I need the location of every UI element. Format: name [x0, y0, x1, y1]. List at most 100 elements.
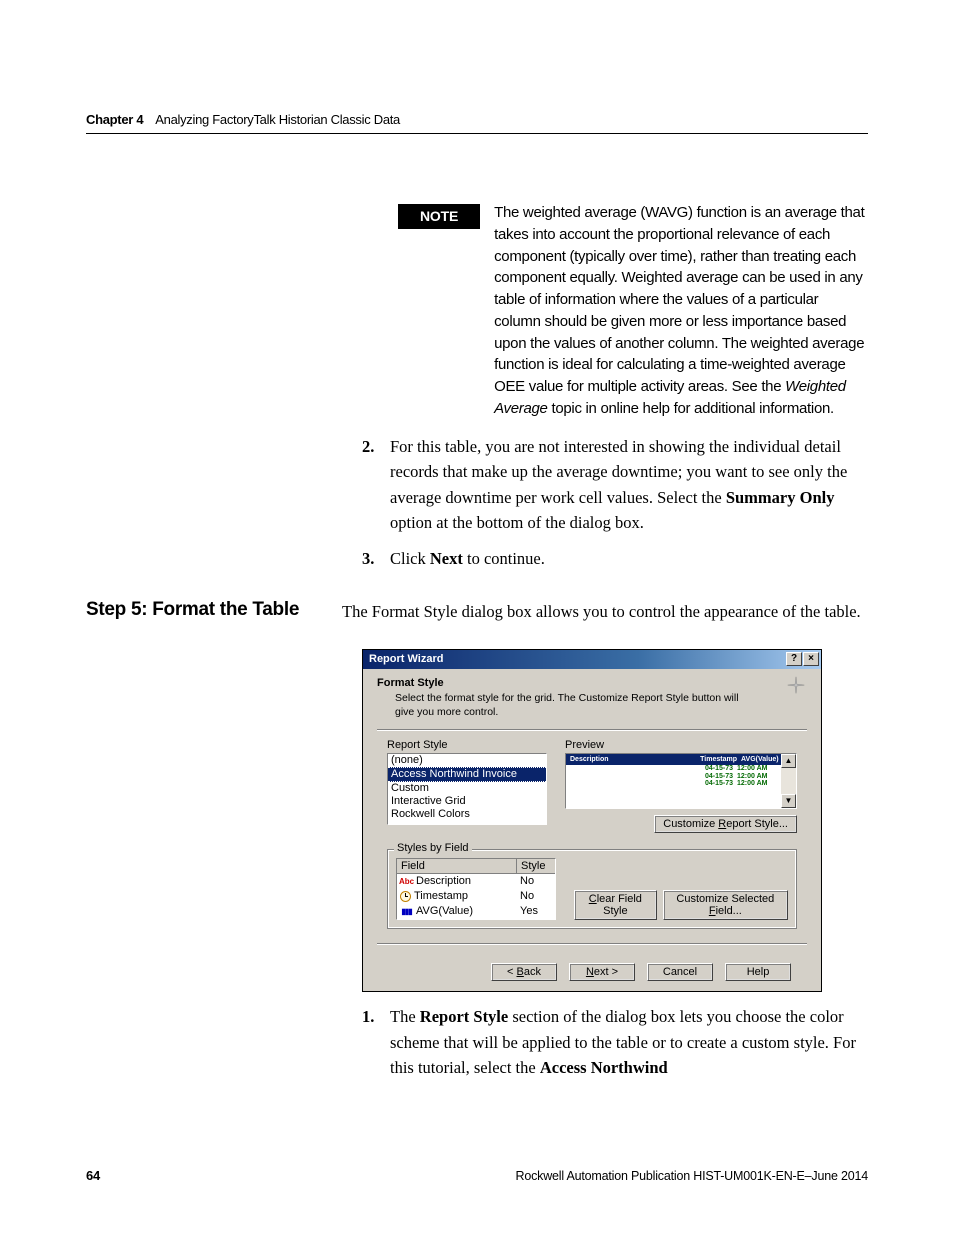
field-label: AVG(Value) — [416, 904, 473, 919]
note-badge: NOTE — [398, 204, 480, 229]
preview-row: 04-15-7312:00 AM — [566, 780, 781, 787]
t: C — [589, 893, 597, 905]
list-item-3: 3. Click Next to continue. — [362, 546, 868, 572]
list-body: For this table, you are not interested i… — [390, 434, 868, 536]
back-button[interactable]: < Back — [491, 963, 557, 981]
preview-col-header: AVG(Value) — [739, 756, 781, 763]
scroll-track[interactable] — [781, 768, 796, 794]
field-header: Field — [397, 859, 517, 873]
pv: 04-15-73 — [693, 765, 735, 772]
report-style-listbox[interactable]: (none) Access Northwind Invoice Custom I… — [387, 753, 547, 825]
list-item-2: 2. For this table, you are not intereste… — [362, 434, 868, 536]
t: ack — [524, 966, 541, 978]
numbered-list-b: 1. The Report Style section of the dialo… — [362, 1004, 868, 1081]
page-footer: 64 Rockwell Automation Publication HIST-… — [86, 1168, 868, 1183]
report-wizard-dialog: Report Wizard ? × Format Style Select th… — [362, 649, 822, 992]
field-row[interactable]: AbcDescription No — [397, 874, 555, 889]
style-option[interactable]: Interactive Grid — [388, 795, 546, 808]
section-heading: Step 5: Format the Table — [86, 599, 342, 621]
pv: 04-15-73 — [693, 773, 735, 780]
scroll-up-button[interactable]: ▲ — [781, 754, 796, 768]
t: The — [390, 1007, 420, 1026]
page-number: 64 — [86, 1168, 100, 1183]
t: Customize — [663, 818, 718, 830]
t: N — [586, 966, 594, 978]
pv: 04-15-73 — [693, 780, 735, 787]
preview-row: 04-15-7312:00 AM — [566, 773, 781, 780]
list-body: Click Next to continue. — [390, 546, 868, 572]
list-body: The Report Style section of the dialog b… — [390, 1004, 868, 1081]
t: to continue. — [463, 549, 545, 568]
list-num: 1. — [362, 1004, 390, 1081]
section-row: Step 5: Format the Table The Format Styl… — [86, 599, 868, 625]
t: Click — [390, 549, 430, 568]
note-text-post: topic in online help for additional info… — [548, 400, 834, 417]
close-button[interactable]: × — [803, 652, 819, 666]
style-option[interactable]: Rockwell Colors — [388, 808, 546, 821]
field-row[interactable]: ▮▮▮AVG(Value) Yes — [397, 904, 555, 919]
dialog-titlebar[interactable]: Report Wizard ? × — [363, 650, 821, 669]
dialog-subtitle: Select the format style for the grid. Th… — [395, 691, 755, 719]
field-style-table[interactable]: Field Style AbcDescription No Timestamp … — [396, 858, 556, 920]
preview-col-header: Description — [566, 756, 697, 763]
numbered-list-a: 2. For this table, you are not intereste… — [362, 434, 868, 572]
field-row[interactable]: Timestamp No — [397, 889, 555, 904]
t: lear Field Style — [597, 893, 642, 917]
t-b: Next — [430, 549, 463, 568]
customize-report-style-button[interactable]: Customize Report Style... — [654, 815, 797, 833]
field-style: Yes — [517, 904, 555, 919]
pv: 12:00 AM — [735, 765, 781, 772]
help-button[interactable]: ? — [786, 652, 802, 666]
list-num: 3. — [362, 546, 390, 572]
field-label: Timestamp — [414, 889, 468, 904]
t-b: Report Style — [420, 1007, 508, 1026]
header-chapter: Chapter 4 — [86, 112, 143, 127]
header-title: Analyzing FactoryTalk Historian Classic … — [155, 112, 400, 127]
next-button[interactable]: Next > — [569, 963, 635, 981]
wizard-icon — [785, 675, 807, 697]
preview-pane: Description Timestamp AVG(Value) 04-15-7… — [565, 753, 797, 809]
page-header: Chapter 4 Analyzing FactoryTalk Historia… — [86, 112, 868, 127]
header-rule — [86, 133, 868, 134]
note-text: The weighted average (WAVG) function is … — [494, 202, 866, 420]
list-num: 2. — [362, 434, 390, 536]
t: F — [709, 905, 716, 917]
list-item-1: 1. The Report Style section of the dialo… — [362, 1004, 868, 1081]
style-header: Style — [517, 859, 555, 873]
field-style: No — [517, 889, 555, 904]
t-b: Summary Only — [726, 488, 835, 507]
scroll-down-button[interactable]: ▼ — [781, 794, 796, 808]
section-body: The Format Style dialog box allows you t… — [342, 599, 868, 625]
customize-selected-field-button[interactable]: Customize Selected Field... — [663, 890, 788, 920]
styles-by-field-group: Styles by Field Field Style AbcDescripti… — [387, 849, 797, 929]
cancel-button[interactable]: Cancel — [647, 963, 713, 981]
pv: 12:00 AM — [735, 780, 781, 787]
field-style: No — [517, 874, 555, 889]
group-legend: Styles by Field — [394, 842, 472, 854]
t: Customize Selected — [676, 893, 774, 905]
publication-info: Rockwell Automation Publication HIST-UM0… — [516, 1169, 868, 1183]
numeric-field-icon: ▮▮▮ — [400, 906, 413, 917]
divider — [377, 729, 807, 731]
report-style-label: Report Style — [387, 739, 547, 751]
help-button[interactable]: Help — [725, 963, 791, 981]
clear-field-style-button[interactable]: Clear Field Style — [574, 890, 657, 920]
note-block: NOTE The weighted average (WAVG) functio… — [398, 202, 866, 420]
dialog-title: Report Wizard — [369, 653, 786, 665]
preview-header-row: Description Timestamp AVG(Value) — [566, 754, 781, 765]
text-field-icon: Abc — [400, 876, 413, 887]
t: ield... — [716, 905, 742, 917]
style-option[interactable]: Custom — [388, 782, 546, 795]
pv: 12:00 AM — [735, 773, 781, 780]
preview-label: Preview — [565, 739, 797, 751]
style-option[interactable]: (none) — [388, 754, 546, 767]
preview-scrollbar[interactable]: ▲ ▼ — [781, 754, 796, 808]
preview-col-header: Timestamp — [697, 756, 739, 763]
note-text-pre: The weighted average (WAVG) function is … — [494, 204, 864, 395]
clock-icon — [400, 891, 411, 902]
preview-row: 04-15-7312:00 AM — [566, 765, 781, 772]
style-option-selected[interactable]: Access Northwind Invoice — [388, 767, 546, 782]
dialog-heading: Format Style — [377, 677, 807, 689]
t: < — [507, 966, 516, 978]
t-b: Access Northwind — [540, 1058, 668, 1077]
